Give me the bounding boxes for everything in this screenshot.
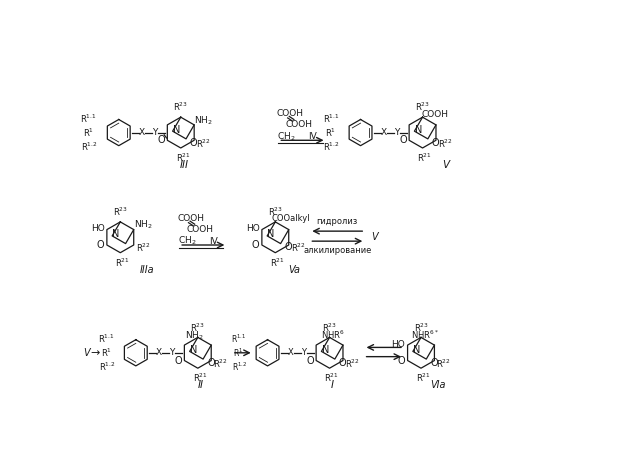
Text: COOH: COOH	[421, 110, 448, 119]
Text: N: N	[415, 125, 422, 135]
Text: NH$_2$: NH$_2$	[194, 114, 212, 127]
Text: I: I	[331, 380, 334, 390]
Text: R$^{23}$: R$^{23}$	[113, 206, 128, 218]
Text: NHR$^6$: NHR$^6$	[321, 328, 345, 341]
Text: O: O	[339, 358, 346, 368]
Text: IIIa: IIIa	[140, 265, 155, 275]
Text: R$^{1}$: R$^{1}$	[100, 347, 112, 359]
Text: R$^{1.2}$: R$^{1.2}$	[99, 360, 115, 373]
Text: N: N	[173, 125, 180, 135]
Text: O: O	[252, 240, 259, 250]
Text: Y: Y	[170, 348, 175, 357]
Text: V: V	[442, 160, 449, 170]
Text: COOH: COOH	[276, 109, 303, 118]
Text: O: O	[285, 242, 292, 252]
Text: R$^{22}$: R$^{22}$	[436, 357, 451, 370]
Text: COOH: COOH	[187, 225, 214, 234]
Text: O: O	[207, 358, 214, 368]
Text: Y: Y	[152, 128, 158, 137]
Text: II: II	[198, 380, 204, 390]
Text: N: N	[190, 345, 197, 355]
Text: HO: HO	[246, 224, 259, 233]
Text: R$^{1.1}$: R$^{1.1}$	[81, 112, 97, 125]
Text: Y: Y	[394, 128, 399, 137]
Text: N: N	[268, 229, 275, 239]
Text: O: O	[432, 138, 440, 148]
Text: O: O	[190, 138, 198, 148]
Text: X: X	[156, 348, 162, 357]
Text: O: O	[306, 356, 314, 366]
Text: X: X	[381, 128, 387, 137]
Text: O: O	[157, 135, 165, 145]
Text: R$^{22}$: R$^{22}$	[213, 357, 228, 370]
Text: NH$_2$: NH$_2$	[134, 219, 152, 231]
Text: O: O	[430, 358, 438, 368]
Text: N: N	[113, 229, 120, 239]
Text: NHR$^{6*}$: NHR$^{6*}$	[412, 328, 439, 341]
Text: R$^{1}$: R$^{1}$	[326, 127, 337, 139]
Text: IV: IV	[209, 237, 218, 246]
Text: гидролиз: гидролиз	[317, 218, 358, 227]
Text: R$^{1.1}$: R$^{1.1}$	[323, 112, 340, 125]
Text: VIa: VIa	[430, 380, 446, 390]
Text: N: N	[413, 345, 420, 355]
Text: R$^{21}$: R$^{21}$	[193, 372, 207, 385]
Text: CH$_2$: CH$_2$	[178, 235, 196, 248]
Text: R$^{1}$: R$^{1}$	[233, 347, 244, 359]
Text: R$^{23}$: R$^{23}$	[413, 321, 428, 334]
Text: O: O	[397, 356, 405, 366]
Text: R$^{22}$: R$^{22}$	[196, 137, 211, 149]
Text: R$^{23}$: R$^{23}$	[173, 101, 188, 113]
Text: V: V	[371, 232, 378, 242]
Text: R$^{1}$: R$^{1}$	[83, 127, 94, 139]
Text: R$^{23}$: R$^{23}$	[190, 321, 205, 334]
Text: HO: HO	[91, 224, 104, 233]
Text: III: III	[179, 160, 188, 170]
Text: R$^{21}$: R$^{21}$	[417, 152, 432, 164]
Text: CH$_2$: CH$_2$	[277, 130, 296, 143]
Text: O: O	[97, 240, 104, 250]
Text: R$^{1.1}$: R$^{1.1}$	[99, 333, 115, 345]
Text: R$^{1.2}$: R$^{1.2}$	[81, 140, 97, 153]
Text: алкилирование: алкилирование	[303, 246, 371, 255]
Text: COOalkyl: COOalkyl	[271, 215, 310, 223]
Text: N: N	[322, 345, 329, 355]
Text: R$^{1.2}$: R$^{1.2}$	[232, 360, 246, 373]
Text: V: V	[83, 348, 90, 358]
Text: →: →	[90, 348, 99, 358]
Text: IV: IV	[308, 132, 317, 141]
Text: R$^{21}$: R$^{21}$	[416, 372, 431, 385]
Text: O: O	[399, 135, 407, 145]
Text: R$^{1.1}$: R$^{1.1}$	[231, 333, 246, 345]
Text: O: O	[174, 356, 182, 366]
Text: R$^{21}$: R$^{21}$	[176, 152, 191, 164]
Text: Y: Y	[301, 348, 307, 357]
Text: R$^{22}$: R$^{22}$	[438, 137, 452, 149]
Text: R$^{21}$: R$^{21}$	[115, 257, 130, 269]
Text: R$^{23}$: R$^{23}$	[415, 101, 430, 113]
Text: R$^{21}$: R$^{21}$	[270, 257, 285, 269]
Text: R$^{22}$: R$^{22}$	[136, 242, 150, 254]
Text: X: X	[139, 128, 145, 137]
Text: COOH: COOH	[177, 214, 204, 223]
Text: R$^{1.2}$: R$^{1.2}$	[323, 140, 340, 153]
Text: NH$_2$: NH$_2$	[185, 330, 204, 342]
Text: X: X	[288, 348, 294, 357]
Text: R$^{22}$: R$^{22}$	[345, 357, 360, 370]
Text: R$^{22}$: R$^{22}$	[291, 242, 305, 254]
Text: R$^{23}$: R$^{23}$	[322, 321, 337, 334]
Text: COOH: COOH	[286, 120, 313, 129]
Text: R$^{21}$: R$^{21}$	[324, 372, 339, 385]
Text: R$^{23}$: R$^{23}$	[268, 206, 283, 218]
Text: Va: Va	[289, 265, 301, 275]
Text: HO: HO	[392, 340, 405, 349]
